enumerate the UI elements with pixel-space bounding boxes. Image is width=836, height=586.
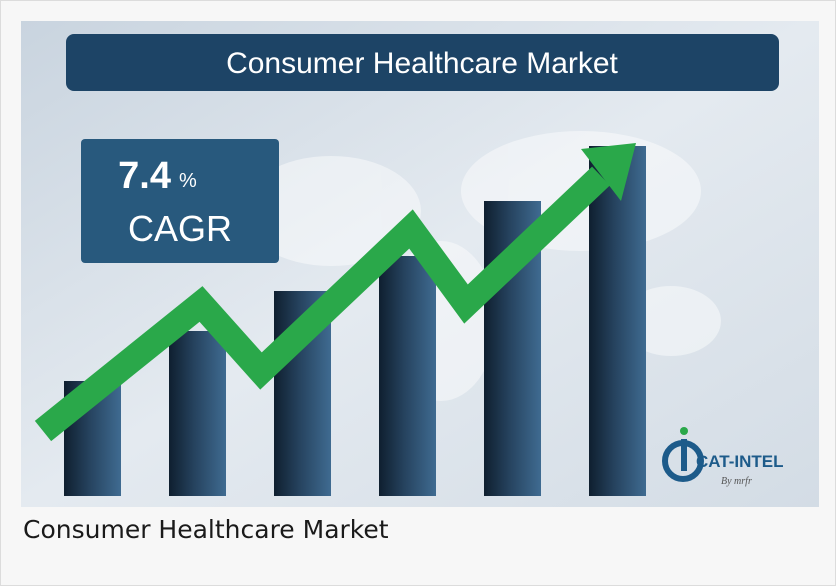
bar	[379, 256, 436, 496]
bar	[589, 146, 646, 496]
logo-name: CAT-INTEL	[696, 452, 784, 471]
banner-title: Consumer Healthcare Market	[226, 47, 618, 80]
cagr-badge	[81, 139, 279, 263]
caption: Consumer Healthcare Market	[23, 515, 389, 544]
logo: CAT-INTEL By mrfr	[662, 427, 784, 487]
logo-byline: By mrfr	[721, 476, 752, 487]
cagr-value: 7.4	[118, 155, 171, 197]
title-banner	[66, 34, 779, 91]
arrow-head	[581, 143, 636, 201]
growth-arrow	[34, 166, 610, 442]
cagr-unit: %	[179, 170, 197, 192]
infographic: Consumer Healthcare Market 7.4 % CAGR CA…	[21, 21, 819, 507]
cagr-label: CAGR	[128, 208, 232, 249]
bar	[169, 331, 226, 496]
